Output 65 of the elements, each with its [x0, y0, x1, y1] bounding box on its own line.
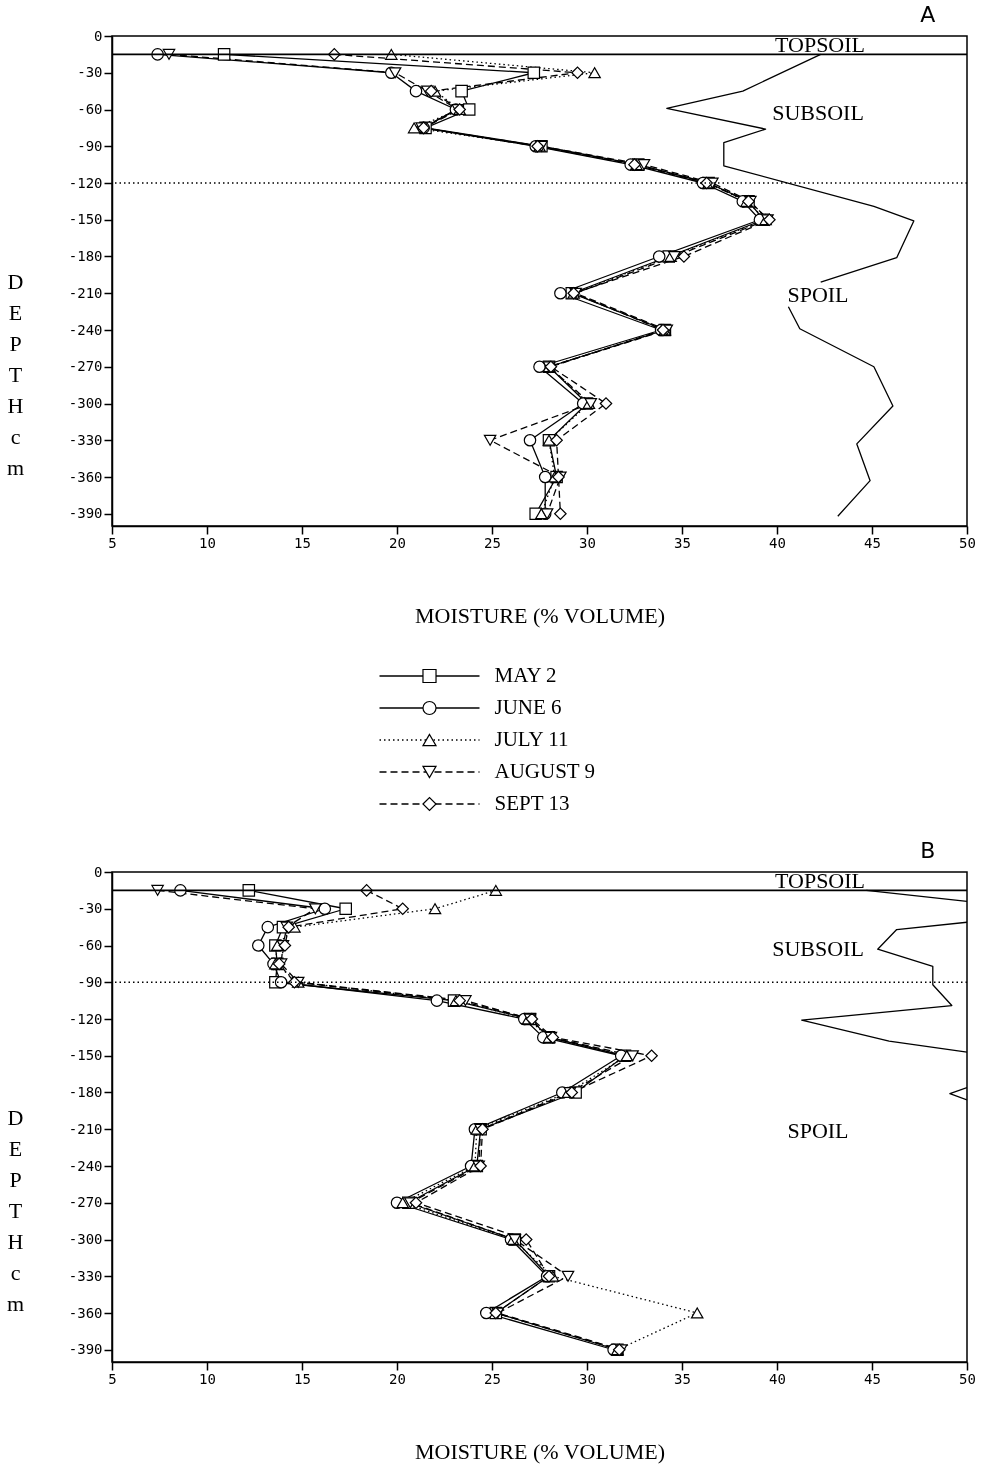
- chart-title: A: [920, 2, 936, 27]
- x-tick-label: 35: [674, 534, 691, 551]
- y-tick-label: -210: [68, 1120, 103, 1137]
- y-tick-label: -180: [68, 248, 103, 264]
- y-tick-label: -150: [68, 1047, 103, 1064]
- y-tick-label: -330: [68, 431, 103, 448]
- y-tick-label: -330: [68, 1267, 103, 1284]
- legend-label: JUNE 6: [494, 695, 562, 719]
- legend-label: MAY 2: [494, 663, 557, 687]
- x-tick-label: 40: [769, 1370, 786, 1387]
- y-tick-label: -390: [68, 1341, 103, 1358]
- y-tick-label: -210: [68, 284, 103, 301]
- x-tick-label: 15: [294, 1370, 311, 1387]
- annotation: SPOIL: [787, 282, 849, 307]
- annotation: SPOIL: [787, 1118, 849, 1143]
- y-tick-label: -240: [68, 1157, 103, 1174]
- x-tick-label: 30: [579, 534, 596, 551]
- x-tick-label: 50: [959, 1370, 976, 1387]
- y-tick-label: -360: [68, 468, 103, 485]
- x-tick-label: 10: [199, 534, 216, 551]
- legend-label: JULY 11: [494, 727, 569, 751]
- x-tick-label: 35: [674, 1370, 691, 1387]
- y-tick-label: -90: [77, 137, 103, 154]
- legend-label: AUGUST 9: [494, 759, 596, 783]
- y-tick-label: -150: [68, 211, 103, 228]
- x-tick-label: 20: [389, 534, 406, 551]
- annotation: SUBSOIL: [772, 100, 864, 125]
- y-tick-label: -300: [68, 395, 103, 411]
- x-tick-label: 15: [294, 534, 311, 551]
- x-tick-label: 25: [484, 1370, 501, 1387]
- y-tick-label: -120: [68, 1010, 103, 1027]
- annotation: SUBSOIL: [772, 936, 864, 961]
- x-tick-label: 10: [199, 1370, 216, 1387]
- y-axis-title: DEPTH cm: [6, 1104, 25, 1316]
- y-tick-label: -180: [68, 1084, 103, 1100]
- y-tick-label: -30: [77, 64, 103, 81]
- x-tick-label: 5: [108, 1370, 117, 1387]
- x-tick-label: 45: [864, 1370, 881, 1387]
- x-tick-label: 20: [389, 1370, 406, 1387]
- x-axis-title: MOISTURE (% VOLUME): [414, 1438, 666, 1464]
- chart-title: B: [920, 838, 936, 863]
- y-tick-label: -270: [68, 358, 103, 375]
- y-tick-label: -240: [68, 321, 103, 338]
- y-tick-label: -360: [68, 1304, 103, 1321]
- y-tick-label: -270: [68, 1194, 103, 1211]
- y-tick-label: -60: [77, 937, 103, 953]
- y-tick-label: -60: [77, 101, 103, 117]
- y-axis-title: DEPTH cm: [6, 268, 25, 480]
- x-tick-label: 40: [769, 534, 786, 551]
- y-tick-label: 0: [94, 863, 103, 880]
- x-tick-label: 5: [108, 534, 117, 551]
- legend-label: SEPT 13: [494, 791, 570, 815]
- annotation: TOPSOIL: [774, 868, 866, 893]
- x-tick-label: 25: [484, 534, 501, 551]
- y-tick-label: -30: [77, 900, 103, 917]
- x-tick-label: 30: [579, 1370, 596, 1387]
- x-tick-label: 50: [959, 534, 976, 551]
- x-tick-label: 45: [864, 534, 881, 551]
- y-tick-label: -120: [68, 174, 103, 191]
- y-tick-label: -390: [68, 505, 103, 522]
- annotation: TOPSOIL: [774, 32, 866, 57]
- y-tick-label: -90: [77, 973, 103, 990]
- x-axis-title: MOISTURE (% VOLUME): [414, 602, 666, 628]
- y-tick-label: -300: [68, 1231, 103, 1247]
- y-tick-label: 0: [94, 27, 103, 44]
